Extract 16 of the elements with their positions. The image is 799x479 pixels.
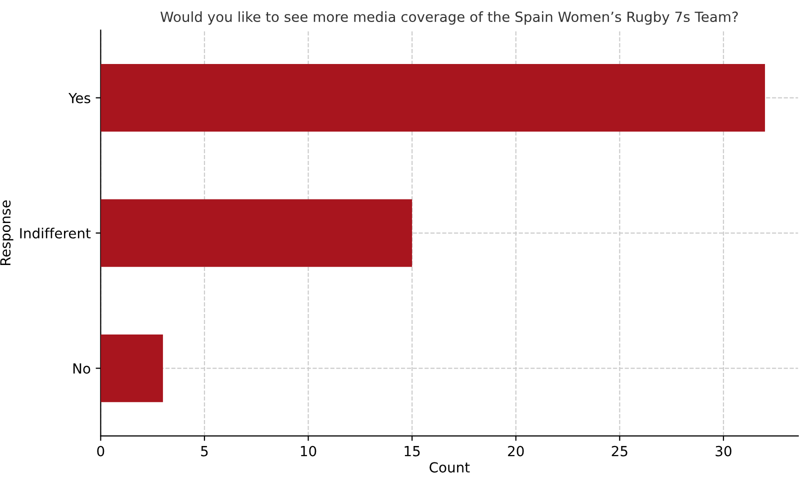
x-axis-title: Count (430, 462, 470, 473)
y-tick-label: Yes (68, 92, 90, 104)
x-tick-label: 10 (300, 446, 316, 456)
x-tick-label: 20 (508, 446, 524, 456)
x-tick-label: 0 (97, 446, 104, 456)
x-tick-label: 25 (612, 446, 628, 456)
x-tick-label: 30 (716, 446, 732, 456)
bar (100, 64, 765, 132)
bar (100, 199, 412, 267)
chart-title: Would you like to see more media coverage of the Spain Women’s Rugby 7s Team? (160, 11, 738, 25)
x-tick-label: 5 (201, 446, 208, 456)
bar (100, 334, 163, 402)
y-tick-label: Indifferent (20, 228, 91, 239)
y-tick-label: No (73, 363, 90, 374)
y-axis-title: Response (0, 200, 14, 266)
x-tick-label: 15 (404, 446, 420, 456)
